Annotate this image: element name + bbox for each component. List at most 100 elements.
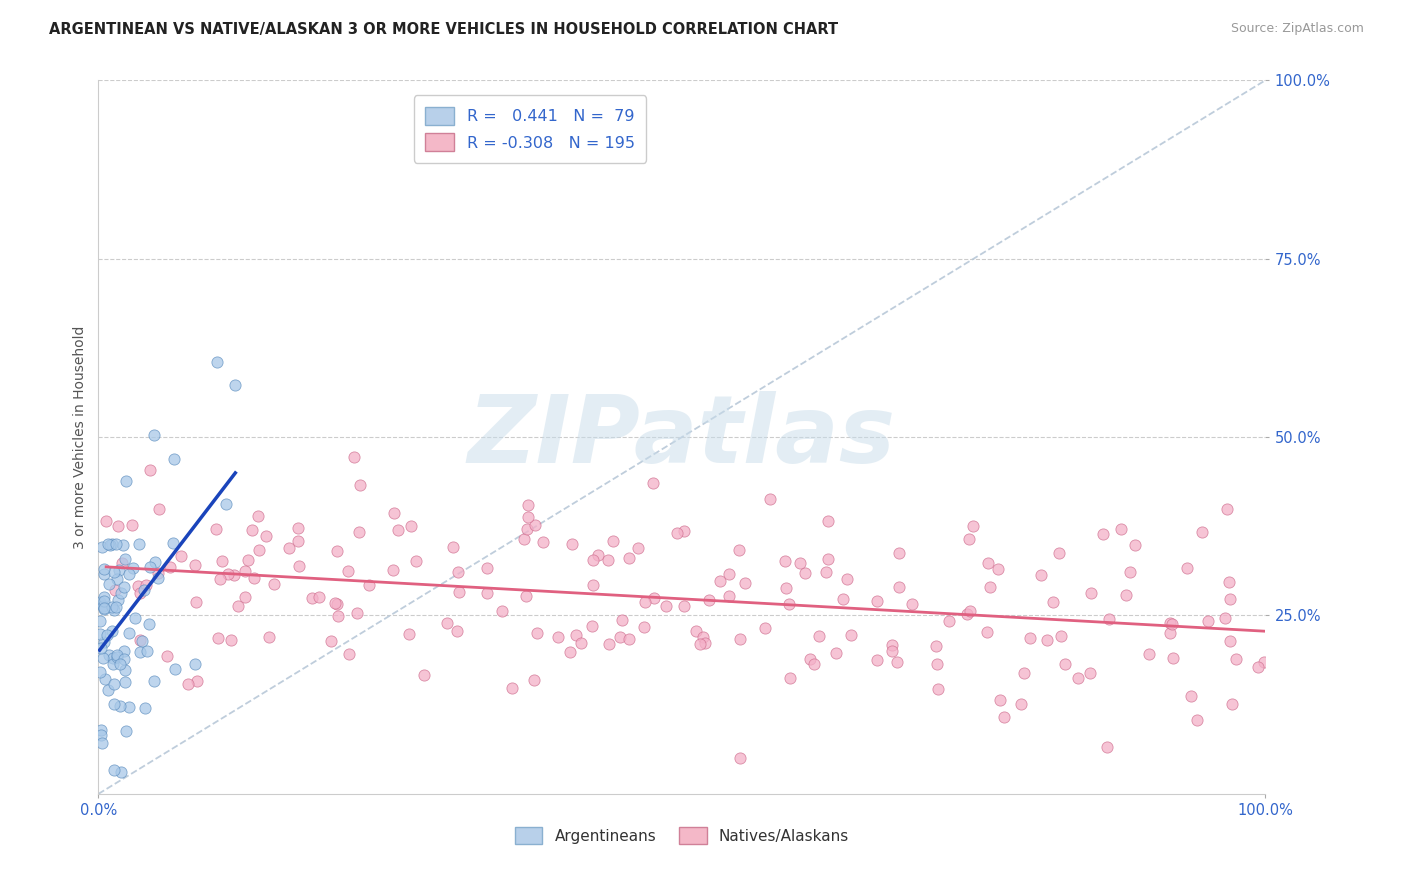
Point bbox=[103, 697, 125, 711]
Point bbox=[233, 564, 256, 578]
Point bbox=[1098, 612, 1121, 626]
Point bbox=[326, 597, 349, 611]
Point bbox=[1078, 666, 1101, 681]
Point bbox=[93, 594, 115, 608]
Point bbox=[1031, 567, 1053, 582]
Point bbox=[337, 647, 360, 661]
Point bbox=[107, 519, 129, 533]
Point bbox=[475, 586, 498, 600]
Point bbox=[387, 523, 409, 537]
Point bbox=[97, 648, 120, 662]
Point bbox=[685, 624, 707, 638]
Point bbox=[114, 724, 136, 739]
Point bbox=[598, 553, 620, 567]
Point bbox=[103, 651, 125, 665]
Point bbox=[547, 630, 569, 644]
Point bbox=[1067, 671, 1090, 685]
Point bbox=[1247, 659, 1270, 673]
Point bbox=[501, 681, 523, 696]
Point bbox=[959, 604, 981, 618]
Point bbox=[326, 544, 349, 558]
Point bbox=[1115, 589, 1137, 603]
Point bbox=[148, 502, 170, 516]
Point bbox=[90, 641, 112, 656]
Point bbox=[1012, 665, 1035, 680]
Point bbox=[128, 537, 150, 551]
Point bbox=[977, 556, 1000, 570]
Point bbox=[446, 624, 468, 639]
Point bbox=[927, 681, 949, 696]
Point bbox=[100, 599, 122, 614]
Point bbox=[526, 626, 548, 640]
Point bbox=[582, 552, 605, 566]
Point bbox=[170, 549, 193, 563]
Point bbox=[1080, 586, 1102, 600]
Point bbox=[398, 627, 420, 641]
Point bbox=[114, 674, 136, 689]
Point bbox=[1036, 632, 1059, 647]
Point bbox=[517, 498, 540, 512]
Point bbox=[447, 566, 470, 580]
Point bbox=[880, 639, 903, 653]
Point bbox=[110, 586, 132, 600]
Point bbox=[346, 606, 368, 620]
Point bbox=[817, 552, 839, 566]
Point bbox=[162, 536, 184, 550]
Point bbox=[117, 566, 139, 581]
Point bbox=[565, 628, 588, 642]
Point bbox=[108, 699, 131, 714]
Point bbox=[1091, 526, 1114, 541]
Point bbox=[1161, 616, 1184, 631]
Point bbox=[672, 524, 695, 539]
Point bbox=[287, 533, 309, 548]
Point bbox=[619, 550, 641, 565]
Point bbox=[962, 518, 984, 533]
Point bbox=[93, 591, 115, 605]
Point bbox=[569, 635, 592, 649]
Point bbox=[617, 632, 640, 646]
Point bbox=[665, 526, 688, 541]
Point bbox=[112, 580, 135, 594]
Point bbox=[205, 355, 228, 369]
Point bbox=[134, 700, 156, 714]
Point bbox=[96, 514, 118, 528]
Point bbox=[880, 644, 903, 658]
Point bbox=[105, 599, 128, 614]
Point bbox=[987, 562, 1010, 576]
Point bbox=[839, 628, 862, 642]
Point bbox=[103, 677, 125, 691]
Point bbox=[243, 571, 266, 585]
Point bbox=[633, 620, 655, 634]
Point bbox=[709, 574, 731, 588]
Point bbox=[779, 671, 801, 685]
Point bbox=[627, 541, 650, 555]
Point bbox=[491, 604, 513, 618]
Point bbox=[754, 621, 776, 635]
Point bbox=[101, 624, 124, 638]
Point bbox=[436, 615, 458, 630]
Point bbox=[122, 561, 145, 575]
Point bbox=[217, 567, 239, 582]
Point bbox=[778, 597, 800, 611]
Point bbox=[925, 640, 948, 654]
Point bbox=[98, 577, 121, 591]
Point bbox=[247, 543, 270, 558]
Point bbox=[602, 534, 624, 549]
Point bbox=[523, 673, 546, 687]
Point bbox=[131, 634, 153, 648]
Point bbox=[799, 652, 821, 666]
Point bbox=[91, 736, 114, 750]
Point bbox=[242, 524, 264, 538]
Point bbox=[132, 583, 155, 598]
Legend: Argentineans, Natives/Alaskans: Argentineans, Natives/Alaskans bbox=[509, 821, 855, 850]
Point bbox=[927, 657, 949, 671]
Point bbox=[349, 524, 371, 539]
Point bbox=[93, 601, 115, 615]
Text: ZIPatlas: ZIPatlas bbox=[468, 391, 896, 483]
Point bbox=[1219, 592, 1241, 607]
Point bbox=[93, 600, 115, 615]
Point bbox=[138, 617, 160, 632]
Point bbox=[129, 632, 152, 647]
Point bbox=[103, 657, 125, 671]
Point bbox=[641, 476, 664, 491]
